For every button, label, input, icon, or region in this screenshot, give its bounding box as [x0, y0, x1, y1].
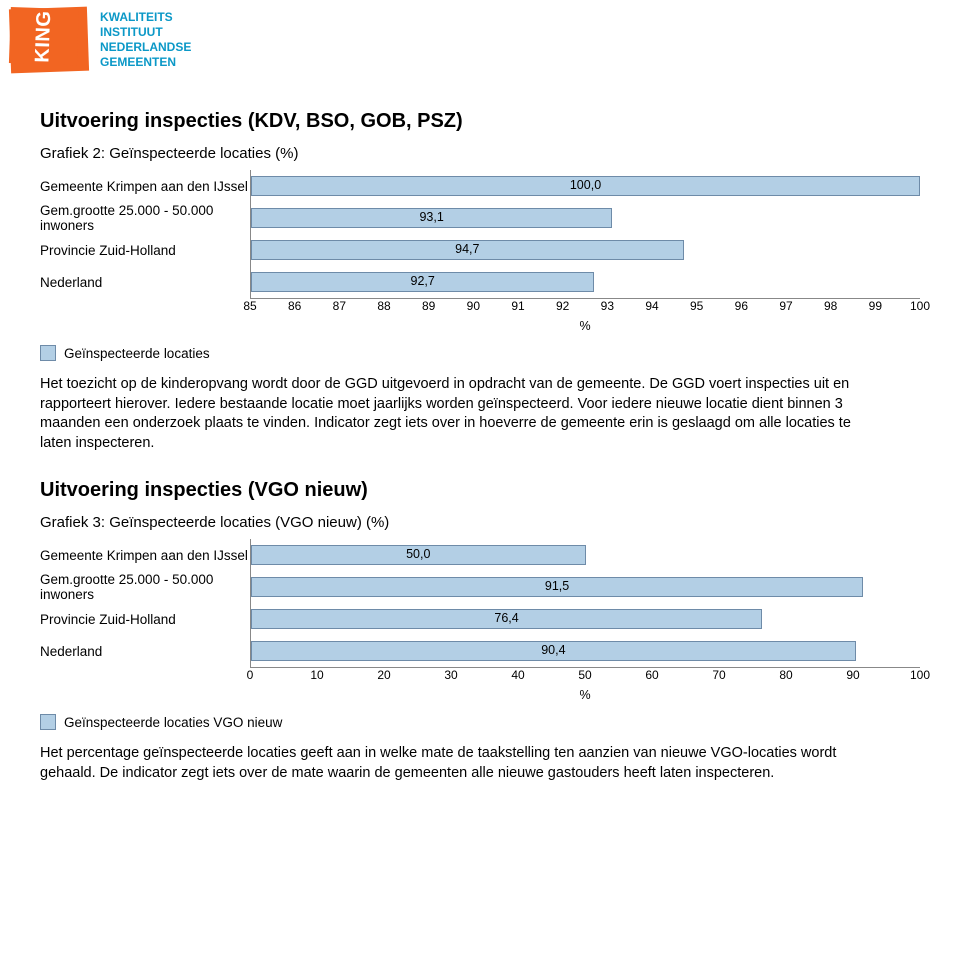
- bar-row: 100,0: [251, 170, 920, 202]
- axis-tick: 97: [779, 299, 792, 313]
- axis-tick: 10: [310, 668, 323, 682]
- category-label: Gemeente Krimpen aan den IJssel: [40, 539, 250, 571]
- axis-tick: 20: [377, 668, 390, 682]
- section-1-paragraph: Het toezicht op de kinderopvang wordt do…: [40, 375, 860, 453]
- bar-value-label: 94,7: [455, 242, 479, 256]
- king-sub-logo: KWALITEITS INSTITUUT NEDERLANDSE GEMEENT…: [100, 10, 191, 70]
- axis-tick: 40: [511, 668, 524, 682]
- axis-tick: 87: [333, 299, 346, 313]
- bar-value-label: 100,0: [570, 178, 601, 192]
- legend-text: Geïnspecteerde locaties: [64, 346, 210, 361]
- chart-title-2: Grafiek 3: Geïnspecteerde locaties (VGO …: [40, 514, 920, 531]
- legend-swatch: [40, 714, 56, 730]
- chart-2-legend: Geïnspecteerde locaties VGO nieuw: [40, 714, 920, 730]
- king-badge-text: KING: [31, 10, 56, 63]
- x-axis-title: %: [250, 319, 920, 333]
- axis-tick: 30: [444, 668, 457, 682]
- axis-tick: 89: [422, 299, 435, 313]
- chart-title-1: Grafiek 2: Geïnspecteerde locaties (%): [40, 145, 920, 162]
- bar-row: 92,7: [251, 266, 920, 298]
- sublogo-line: GEMEENTEN: [100, 55, 176, 69]
- bar-row: 90,4: [251, 635, 920, 667]
- axis-tick: 92: [556, 299, 569, 313]
- bar-row: 76,4: [251, 603, 920, 635]
- category-label: Provincie Zuid-Holland: [40, 603, 250, 635]
- axis-tick: 60: [645, 668, 658, 682]
- axis-tick: 96: [735, 299, 748, 313]
- axis-tick: 86: [288, 299, 301, 313]
- section-heading-2: Uitvoering inspecties (VGO nieuw): [40, 479, 920, 502]
- category-label: Gemeente Krimpen aan den IJssel: [40, 170, 250, 202]
- category-label: Nederland: [40, 635, 250, 667]
- axis-tick: 100: [910, 299, 930, 313]
- sublogo-line: INSTITUUT: [100, 25, 163, 39]
- category-label: Gem.grootte 25.000 - 50.000 inwoners: [40, 202, 250, 234]
- chart-1: Gemeente Krimpen aan den IJsselGem.groot…: [40, 170, 920, 333]
- bar-row: 93,1: [251, 202, 920, 234]
- category-label: Gem.grootte 25.000 - 50.000 inwoners: [40, 571, 250, 603]
- axis-tick: 99: [869, 299, 882, 313]
- section-heading-1: Uitvoering inspecties (KDV, BSO, GOB, PS…: [40, 110, 920, 133]
- x-axis-title: %: [250, 688, 920, 702]
- axis-tick: 0: [247, 668, 254, 682]
- category-label: Provincie Zuid-Holland: [40, 234, 250, 266]
- header-logo: KING KWALITEITS INSTITUUT NEDERLANDSE GE…: [0, 0, 960, 80]
- axis-tick: 91: [511, 299, 524, 313]
- king-badge: KING: [9, 7, 89, 74]
- chart-1-legend: Geïnspecteerde locaties: [40, 345, 920, 361]
- bar-value-label: 93,1: [419, 210, 443, 224]
- axis-tick: 88: [377, 299, 390, 313]
- sublogo-line: KWALITEITS: [100, 10, 173, 24]
- bar-value-label: 50,0: [406, 547, 430, 561]
- bar-row: 91,5: [251, 571, 920, 603]
- sublogo-line: NEDERLANDSE: [100, 40, 191, 54]
- axis-tick: 70: [712, 668, 725, 682]
- category-label: Nederland: [40, 266, 250, 298]
- bar-value-label: 90,4: [541, 643, 565, 657]
- axis-tick: 93: [601, 299, 614, 313]
- section-2-paragraph: Het percentage geïnspecteerde locaties g…: [40, 744, 860, 783]
- legend-swatch: [40, 345, 56, 361]
- axis-tick: 100: [910, 668, 930, 682]
- axis-tick: 98: [824, 299, 837, 313]
- axis-tick: 80: [779, 668, 792, 682]
- axis-tick: 85: [243, 299, 256, 313]
- axis-tick: 50: [578, 668, 591, 682]
- bar-row: 50,0: [251, 539, 920, 571]
- axis-tick: 90: [846, 668, 859, 682]
- bar-value-label: 92,7: [411, 274, 435, 288]
- axis-tick: 94: [645, 299, 658, 313]
- axis-tick: 90: [467, 299, 480, 313]
- bar-value-label: 91,5: [545, 579, 569, 593]
- bar-value-label: 76,4: [494, 611, 518, 625]
- legend-text: Geïnspecteerde locaties VGO nieuw: [64, 715, 282, 730]
- bar-row: 94,7: [251, 234, 920, 266]
- chart-2: Gemeente Krimpen aan den IJsselGem.groot…: [40, 539, 920, 702]
- axis-tick: 95: [690, 299, 703, 313]
